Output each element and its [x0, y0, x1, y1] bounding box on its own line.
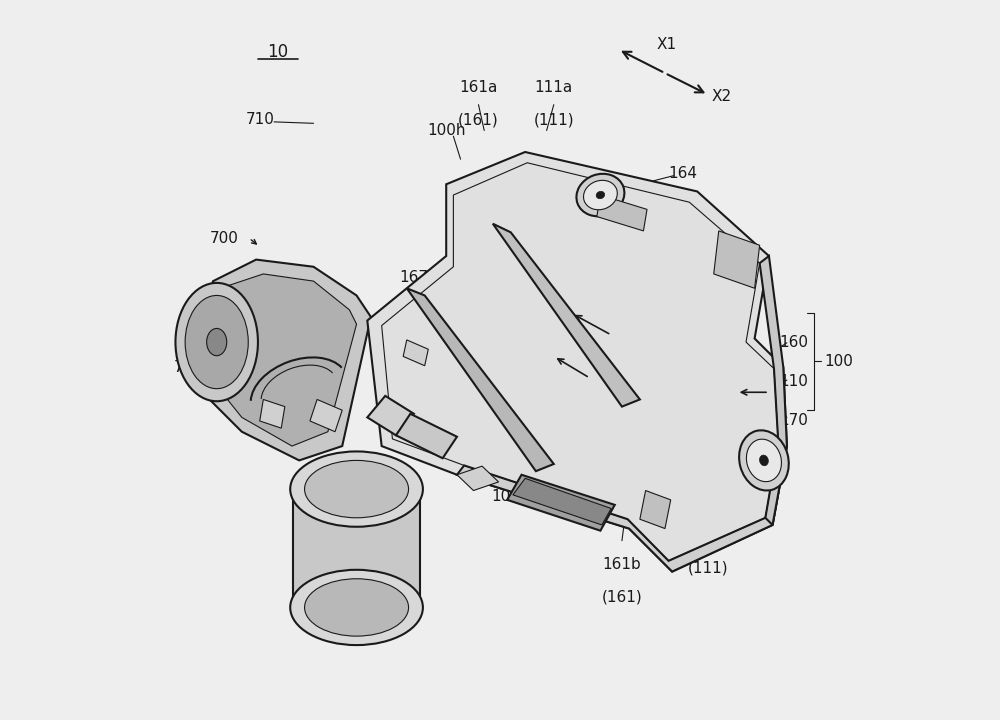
- Text: (111): (111): [533, 112, 574, 127]
- Polygon shape: [396, 414, 457, 458]
- Text: X2: X2: [712, 89, 732, 104]
- Text: 710: 710: [245, 112, 274, 127]
- Text: 700: 700: [209, 230, 238, 246]
- Polygon shape: [310, 400, 342, 432]
- Text: 100h: 100h: [492, 489, 530, 504]
- Text: 170: 170: [780, 413, 808, 428]
- Ellipse shape: [760, 455, 768, 466]
- Text: 161b: 161b: [603, 557, 641, 572]
- Ellipse shape: [746, 439, 781, 482]
- Text: 160: 160: [780, 335, 809, 350]
- Text: 111a: 111a: [535, 80, 573, 95]
- Text: 720: 720: [174, 360, 202, 374]
- Text: 730: 730: [267, 335, 296, 350]
- Ellipse shape: [207, 328, 227, 356]
- Text: 161a: 161a: [459, 80, 498, 95]
- Ellipse shape: [739, 431, 789, 490]
- Polygon shape: [367, 152, 787, 572]
- Polygon shape: [513, 478, 611, 525]
- Ellipse shape: [290, 570, 423, 645]
- Ellipse shape: [576, 174, 624, 216]
- Polygon shape: [507, 474, 615, 531]
- Text: 111b: 111b: [689, 528, 727, 543]
- Ellipse shape: [584, 180, 617, 210]
- Polygon shape: [597, 195, 647, 231]
- Text: 100: 100: [824, 354, 853, 369]
- Polygon shape: [760, 256, 787, 525]
- Text: 164: 164: [668, 166, 697, 181]
- Ellipse shape: [596, 192, 605, 199]
- Polygon shape: [457, 466, 499, 490]
- Text: 110: 110: [780, 374, 808, 389]
- Polygon shape: [206, 274, 357, 446]
- Text: X1: X1: [656, 37, 676, 52]
- Polygon shape: [407, 288, 554, 471]
- Text: 10: 10: [267, 42, 288, 60]
- Text: 100h: 100h: [427, 123, 465, 138]
- Text: (161): (161): [458, 112, 499, 127]
- Polygon shape: [714, 231, 760, 288]
- Polygon shape: [493, 224, 640, 407]
- Ellipse shape: [305, 579, 409, 636]
- Text: (111): (111): [688, 560, 728, 575]
- Polygon shape: [640, 490, 671, 528]
- Ellipse shape: [290, 451, 423, 527]
- Polygon shape: [367, 396, 414, 436]
- Ellipse shape: [305, 460, 409, 518]
- Polygon shape: [403, 340, 428, 366]
- Text: 167: 167: [399, 270, 428, 285]
- Polygon shape: [192, 260, 371, 460]
- Polygon shape: [260, 400, 285, 428]
- Ellipse shape: [175, 283, 258, 401]
- Polygon shape: [293, 489, 420, 608]
- Ellipse shape: [185, 295, 248, 389]
- Text: (161): (161): [602, 589, 642, 604]
- Polygon shape: [457, 446, 787, 572]
